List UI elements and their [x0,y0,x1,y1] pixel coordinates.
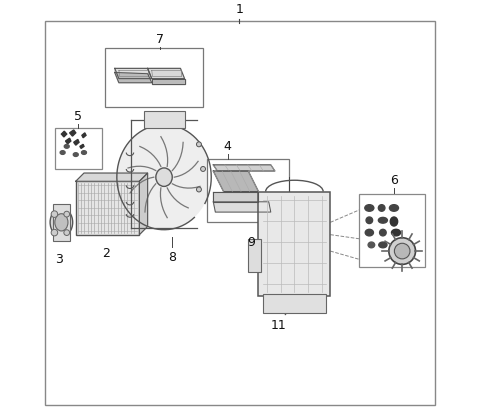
Ellipse shape [64,144,69,148]
Ellipse shape [51,229,58,236]
Ellipse shape [378,205,385,211]
Text: 8: 8 [168,251,176,264]
Polygon shape [82,133,86,138]
Polygon shape [61,131,67,137]
Ellipse shape [392,229,400,236]
Ellipse shape [55,214,68,231]
Polygon shape [152,79,185,84]
Bar [53,204,70,241]
Polygon shape [80,144,84,149]
Bar [55,128,102,169]
Ellipse shape [117,125,211,230]
Bar [248,239,261,272]
Ellipse shape [196,187,202,192]
Polygon shape [115,68,152,79]
Ellipse shape [60,151,65,154]
Polygon shape [115,72,152,83]
Ellipse shape [64,230,70,235]
Ellipse shape [82,151,86,154]
Ellipse shape [196,142,202,147]
Text: 1: 1 [235,3,243,16]
Ellipse shape [380,229,386,236]
Ellipse shape [73,153,78,156]
Ellipse shape [378,218,387,223]
Bar [76,181,139,235]
Polygon shape [139,173,148,235]
Ellipse shape [50,208,72,237]
Polygon shape [76,173,148,181]
Bar [263,294,326,313]
Ellipse shape [389,238,416,265]
Bar [105,48,203,107]
Text: 2: 2 [103,247,110,260]
Text: 9: 9 [248,236,256,249]
Text: 10: 10 [108,181,122,194]
Ellipse shape [366,217,372,223]
Ellipse shape [389,205,398,211]
Ellipse shape [156,168,172,186]
Ellipse shape [395,243,410,259]
Text: 11: 11 [271,319,287,332]
Text: 6: 6 [390,174,398,188]
Ellipse shape [379,242,387,248]
Polygon shape [213,171,258,191]
Text: 4: 4 [224,139,232,153]
Polygon shape [213,202,271,212]
Ellipse shape [365,205,374,211]
Bar [258,191,330,296]
Polygon shape [115,68,119,83]
Text: 7: 7 [156,33,164,46]
Polygon shape [74,139,79,145]
Polygon shape [70,130,76,136]
Text: 5: 5 [74,110,82,123]
Polygon shape [148,68,185,79]
Ellipse shape [368,242,375,248]
Polygon shape [152,79,185,84]
Ellipse shape [390,217,397,226]
Ellipse shape [201,166,205,171]
Text: 3: 3 [55,253,63,266]
Ellipse shape [64,211,70,217]
Bar [144,111,185,128]
Polygon shape [213,165,275,171]
Ellipse shape [365,229,373,236]
Polygon shape [65,138,71,144]
Polygon shape [213,191,258,202]
Ellipse shape [51,211,58,218]
Bar [207,158,289,222]
Bar [359,193,425,267]
